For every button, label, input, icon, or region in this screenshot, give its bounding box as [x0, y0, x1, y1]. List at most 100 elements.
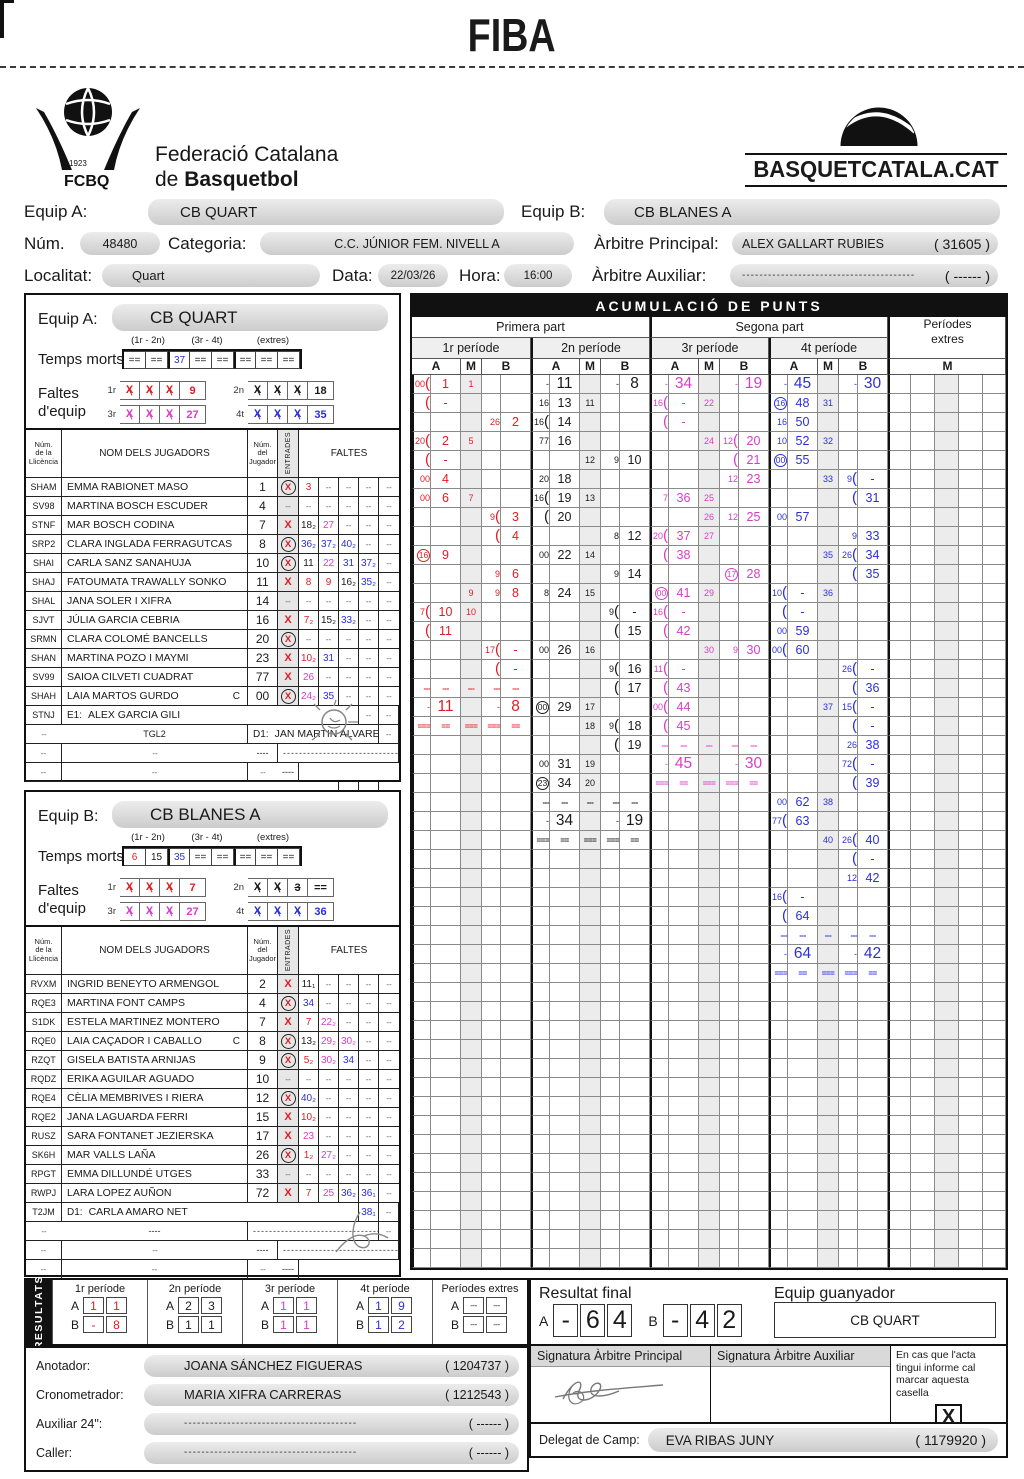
acc-cell — [580, 1097, 601, 1116]
acc-cell — [650, 1116, 669, 1135]
player-foul-cell: -- — [359, 1165, 379, 1184]
acc-cell — [839, 508, 858, 527]
acc-cell — [739, 945, 769, 964]
team-b-roster: Núm. de la Llicència NOM DELS JUGADORS Núm. d… — [26, 927, 399, 1298]
acc-cell: 63 — [788, 812, 818, 831]
acc-cell — [858, 1002, 888, 1021]
entrada-circled-x: X — [280, 536, 296, 552]
player-foul-cell: -- — [339, 687, 359, 706]
ft-bracket: ( — [425, 374, 430, 392]
result-box: --- — [463, 1297, 484, 1314]
acc-cell — [818, 1059, 839, 1078]
roster-player-number: 14 — [248, 592, 278, 611]
roster-player-name: LAIA MARTOS GURDO C — [62, 687, 248, 706]
acc-cell — [669, 831, 699, 850]
acc-cell — [482, 1154, 501, 1173]
acc-cell — [935, 907, 959, 926]
acc-cell — [839, 1230, 858, 1249]
acc-cell: 30 — [858, 375, 888, 394]
acc-cell: 16( — [650, 394, 669, 413]
acc-cell — [839, 1040, 858, 1059]
acc-cell — [935, 1249, 959, 1268]
cell: X — [284, 1035, 292, 1047]
acc-cell — [858, 812, 888, 831]
acc-cell — [669, 812, 699, 831]
acc-cell: 45 — [669, 755, 699, 774]
acc-cell: 6 — [431, 489, 461, 508]
acc-cell — [531, 869, 550, 888]
acc-cell — [531, 907, 550, 926]
acc-cell — [580, 622, 601, 641]
acc-cell — [959, 736, 983, 755]
acc-cell — [788, 983, 818, 1002]
acc-cell — [501, 1135, 531, 1154]
acc-cell — [461, 508, 482, 527]
acc-cell — [911, 793, 935, 812]
acc-cell — [501, 1097, 531, 1116]
acc-cell — [911, 641, 935, 660]
acc-cell: ( — [839, 774, 858, 793]
acc-cell — [858, 1059, 888, 1078]
acc-cell: --- — [431, 679, 461, 698]
acc-cell: 23 — [739, 470, 769, 489]
player-foul-cell: -- — [379, 668, 399, 687]
acc-cell — [858, 793, 888, 812]
acc-cell — [959, 508, 983, 527]
player-foul-cell: -- — [359, 516, 379, 535]
acc-cell — [412, 584, 431, 603]
acc-cell — [720, 1192, 739, 1211]
circled-number: 23 — [536, 776, 549, 790]
acc-cell — [858, 1097, 888, 1116]
acc-cell — [911, 470, 935, 489]
final-digit-box: 4 — [689, 1304, 715, 1337]
acc-cell — [482, 869, 501, 888]
roster-licencia: ---- — [248, 1241, 278, 1260]
acc-cell — [911, 660, 935, 679]
roster-licencia: SHAJ — [26, 573, 62, 592]
acc-cell — [550, 1078, 580, 1097]
acc-cell — [412, 774, 431, 793]
ft-bracket: ( — [425, 602, 430, 620]
acc-cell — [769, 1249, 788, 1268]
acc-cell: 26 — [839, 736, 858, 755]
acc-cell — [601, 1173, 620, 1192]
x-mark: X — [145, 881, 154, 893]
acc-cell: === — [531, 831, 550, 850]
acc-cell — [911, 926, 935, 945]
acc-cell: 64 — [788, 907, 818, 926]
timeout-box: 35 — [168, 848, 190, 866]
acc-cell — [620, 888, 650, 907]
acc-cell — [699, 603, 720, 622]
result-box: 1 — [296, 1297, 317, 1314]
acc-cell — [888, 1021, 911, 1040]
acc-cell — [431, 1097, 461, 1116]
acc-cell: 38 — [858, 736, 888, 755]
result-box: 1 — [201, 1316, 222, 1333]
acc-cell: ( — [839, 850, 858, 869]
acc-cell — [699, 1059, 720, 1078]
acc-cell — [650, 983, 669, 1002]
acc-cell — [769, 1211, 788, 1230]
acc-cell — [482, 546, 501, 565]
acc-cell: ( — [839, 679, 858, 698]
acc-cell: 00 — [650, 584, 669, 603]
player-foul-cell: 18₂ — [299, 516, 319, 535]
roster-player-number: 26 — [248, 1146, 278, 1165]
player-foul-cell: 36₂ — [339, 1184, 359, 1203]
acc-cell: === — [650, 774, 669, 793]
acc-cell: 13 — [580, 489, 601, 508]
player-foul-cell: -- — [359, 649, 379, 668]
acc-cell — [935, 622, 959, 641]
acc-cell: === — [580, 831, 601, 850]
acc-cell — [461, 964, 482, 983]
acc-cell — [461, 1154, 482, 1173]
coach-foul-cell: -- — [248, 1260, 278, 1279]
ft-bracket: ( — [614, 678, 619, 696]
acc-cell: ( — [769, 907, 788, 926]
acc-cell — [650, 641, 669, 660]
acc-cell — [461, 1059, 482, 1078]
roster-player-number: 77 — [248, 668, 278, 687]
acc-cell — [888, 432, 911, 451]
acc-cell — [620, 641, 650, 660]
acc-cell — [911, 1021, 935, 1040]
